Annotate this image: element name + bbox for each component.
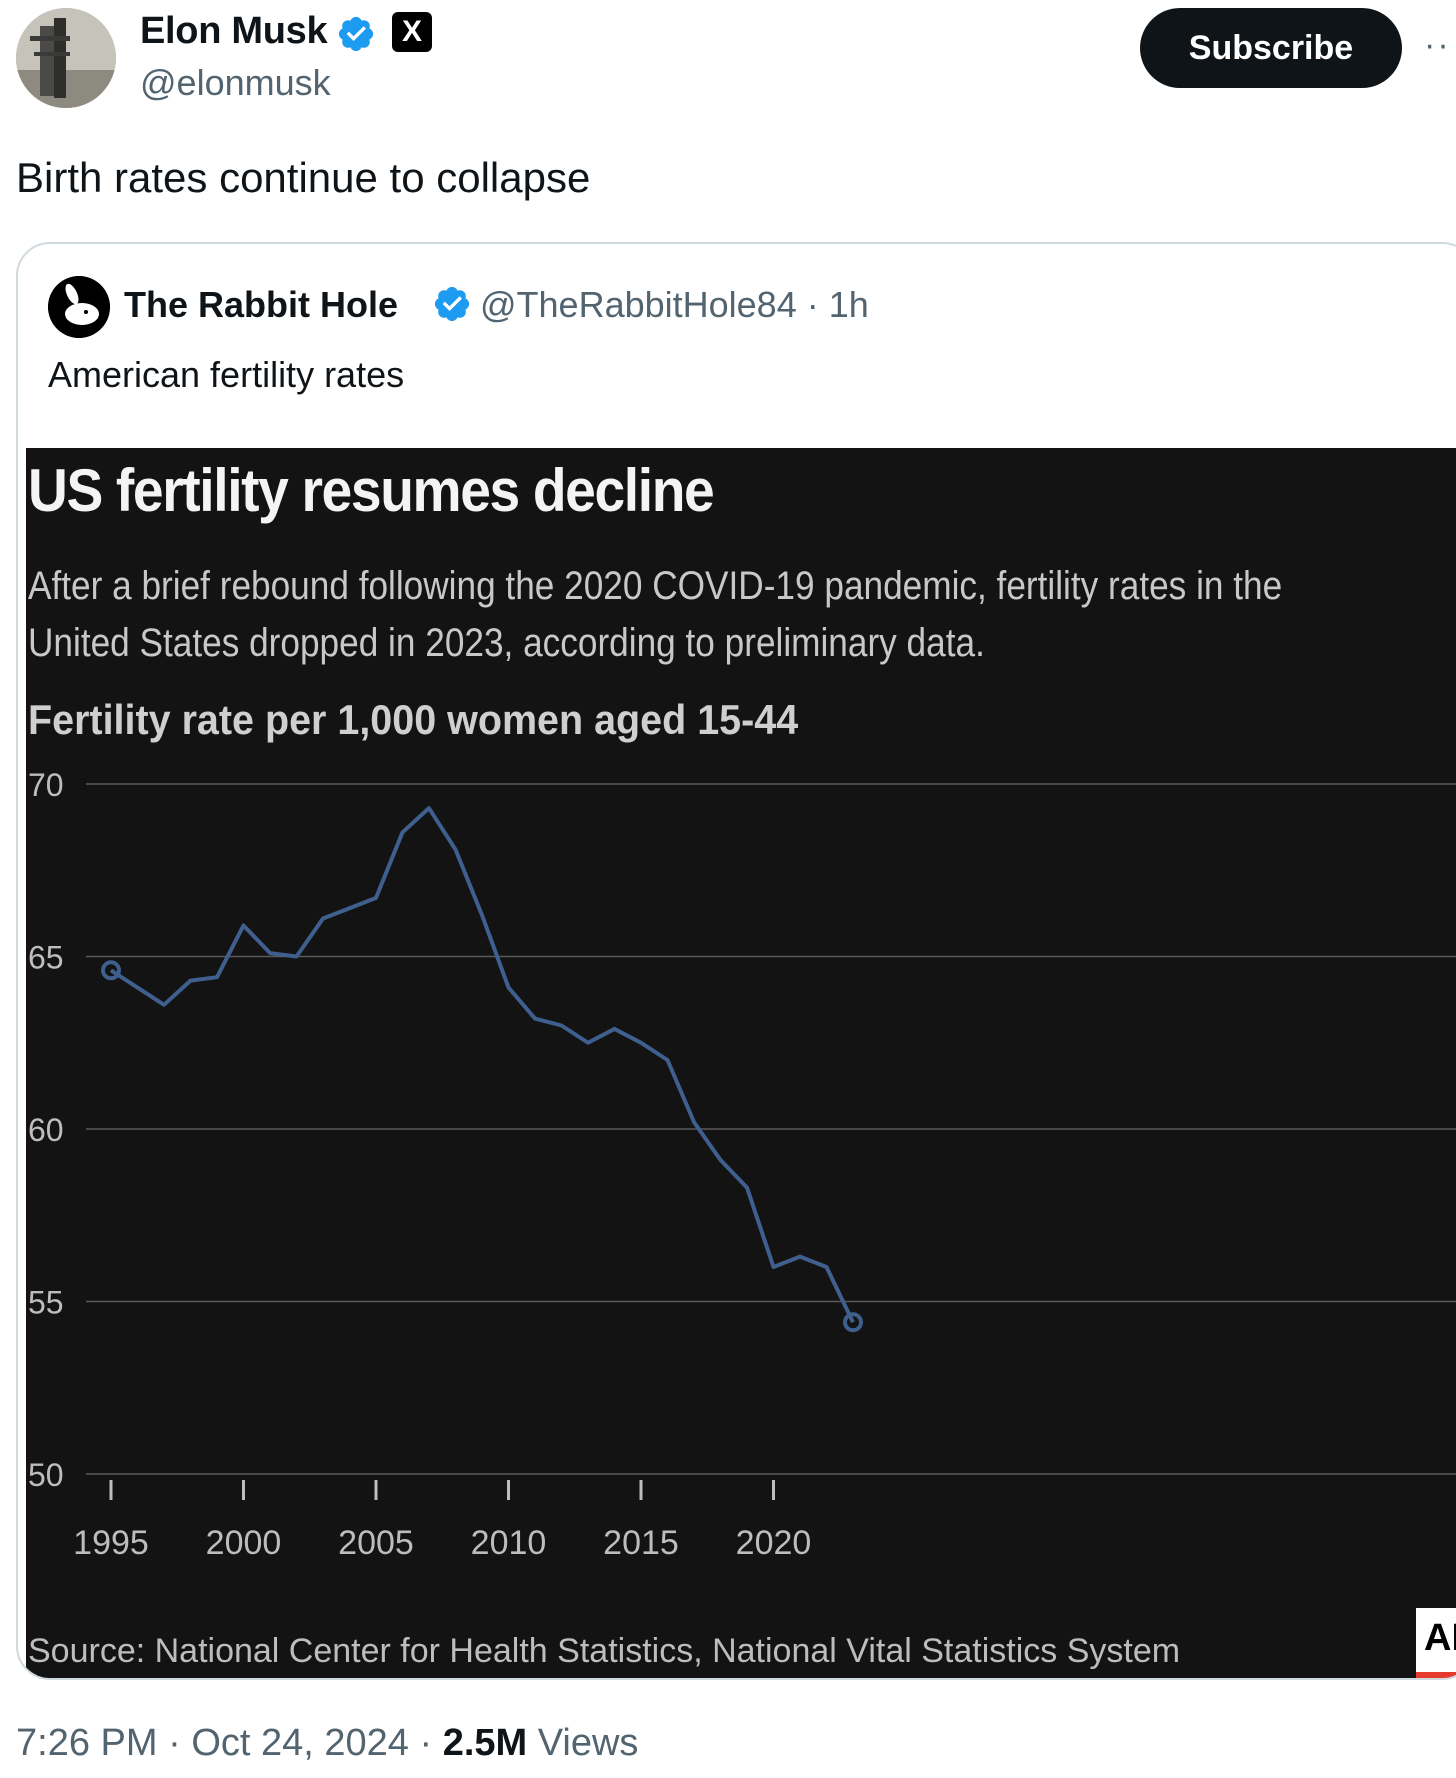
quote-handle-text: @TheRabbitHole84 bbox=[480, 284, 797, 325]
quote-age: · 1h bbox=[806, 284, 869, 325]
meta-separator: · bbox=[419, 1722, 433, 1764]
x-tick-label: 2010 bbox=[471, 1524, 547, 1562]
fertility-rate-series-line bbox=[109, 806, 855, 1324]
chart-title: US fertility resumes decline bbox=[28, 457, 715, 524]
chart-source: Source: National Center for Health Stati… bbox=[28, 1632, 1181, 1670]
author-handle[interactable]: @elonmusk bbox=[140, 62, 331, 103]
author-name[interactable]: Elon Musk bbox=[140, 10, 328, 52]
rabbit-icon bbox=[48, 276, 110, 338]
author-avatar[interactable] bbox=[16, 8, 116, 108]
quote-text: American fertility rates bbox=[48, 354, 405, 395]
x-logo-icon: X bbox=[392, 12, 432, 52]
rocket-tower-image bbox=[16, 8, 116, 108]
meta-separator: · bbox=[168, 1722, 181, 1764]
chart-y-label: Fertility rate per 1,000 women aged 15-4… bbox=[28, 696, 799, 743]
tweet-time[interactable]: 7:26 PM bbox=[16, 1722, 158, 1764]
chart-subtitle: After a brief rebound following the 2020… bbox=[28, 564, 1283, 665]
tweet-meta: 7:26 PM · Oct 24, 2024 · 2.5M Views bbox=[16, 1722, 638, 1765]
data-point-marker bbox=[843, 1312, 863, 1333]
x-tick-label: 2020 bbox=[736, 1524, 812, 1562]
quote-author-handle[interactable]: @TheRabbitHole84 · 1h bbox=[480, 284, 869, 326]
x-tick-label: 2005 bbox=[338, 1524, 414, 1562]
x-tick-label: 2000 bbox=[206, 1524, 282, 1562]
x-tick-label: 2015 bbox=[603, 1524, 679, 1562]
y-tick-label: 60 bbox=[28, 1112, 64, 1148]
tweet-text: Birth rates continue to collapse bbox=[16, 154, 591, 201]
y-tick-label: 50 bbox=[28, 1457, 64, 1493]
y-tick-label: 65 bbox=[28, 940, 64, 976]
tweet-date[interactable]: Oct 24, 2024 bbox=[191, 1722, 409, 1764]
more-options-icon[interactable]: ·· bbox=[1424, 26, 1451, 64]
verified-badge-icon[interactable] bbox=[336, 14, 376, 54]
views-label: Views bbox=[537, 1722, 639, 1764]
y-tick-label: 70 bbox=[28, 767, 64, 803]
quote-author-name[interactable]: The Rabbit Hole bbox=[124, 284, 399, 325]
fertility-line-chart: 50 55 60 65 70 1995 2000 2005 2010 2015 2020 bbox=[28, 767, 1456, 1562]
views-count: 2.5M bbox=[442, 1722, 528, 1764]
y-tick-label: 55 bbox=[28, 1285, 64, 1321]
subscribe-button[interactable]: Subscribe bbox=[1140, 8, 1402, 88]
ap-logo: AP bbox=[1416, 1608, 1456, 1678]
chart-image[interactable]: US fertility resumes decline After a bri… bbox=[26, 448, 1456, 1678]
quote-author-avatar[interactable] bbox=[48, 276, 110, 338]
quoted-tweet-card[interactable]: The Rabbit Hole @TheRabbitHole84 · 1h Am… bbox=[16, 242, 1456, 1680]
x-tick-label: 1995 bbox=[73, 1524, 149, 1562]
data-point-marker bbox=[101, 960, 121, 981]
quote-verified-badge-icon bbox=[434, 286, 470, 322]
